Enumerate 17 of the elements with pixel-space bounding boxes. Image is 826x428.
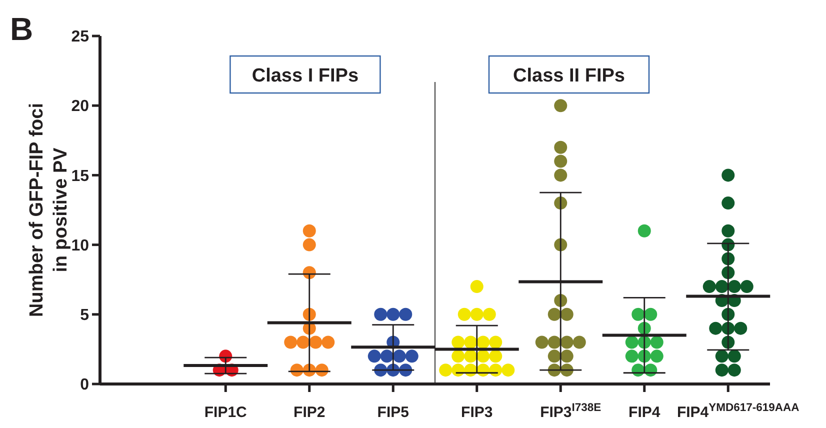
x-tick-label: FIP3 (461, 404, 493, 421)
x-tick-label: FIP2 (294, 404, 326, 421)
x-tick-label: FIP3$^{I738E}$ (540, 402, 602, 421)
annotation: Class I FIPs (252, 66, 359, 87)
y-tick-label: 0 (80, 376, 90, 394)
y-tick-label: 15 (71, 168, 90, 185)
x-tick-label: FIP5 (377, 404, 409, 421)
text: B (10, 11, 34, 47)
x-tick-label: FIP4$^{YMD617-619AAA}$ (676, 402, 800, 421)
x-tick-label: FIP4 (628, 404, 661, 421)
y-tick-label: 5 (80, 307, 90, 324)
y-tick-label: 10 (71, 237, 90, 254)
x-tick-label: FIP1C (204, 404, 248, 421)
y-tick-label: 25 (71, 28, 90, 46)
y-axis-title: Number of GFP-FIP foci in positive PV (26, 103, 72, 317)
annotation: Class II FIPs (513, 66, 625, 87)
y-tick-label: 20 (71, 98, 90, 116)
